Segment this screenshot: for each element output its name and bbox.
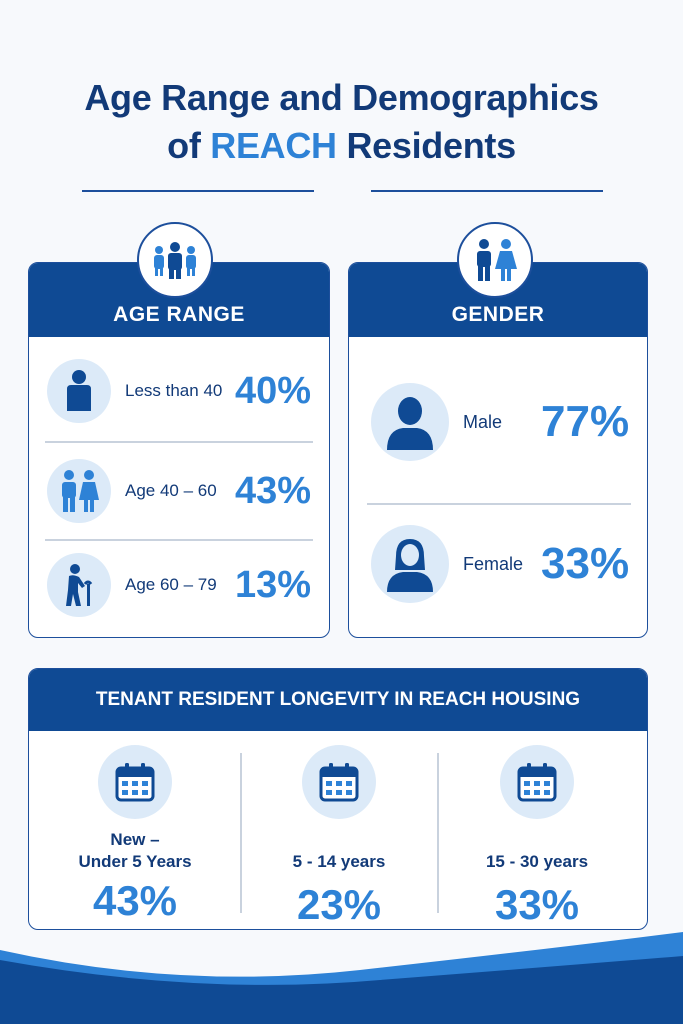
couple-icon (47, 459, 111, 523)
title-divider-right (371, 190, 603, 192)
title-highlight: REACH (210, 125, 337, 166)
longevity-col-15-30: 15 - 30 years 33% (439, 731, 635, 929)
gender-row-female: Female 33% (349, 525, 647, 603)
gender-label: Female (463, 553, 524, 574)
column-divider (240, 753, 242, 913)
longevity-col-5-14: 5 - 14 years 23% (241, 731, 437, 929)
longevity-label-line2: 15 - 30 years (485, 852, 589, 871)
elderly-person-icon (47, 553, 111, 617)
calendar-icon (98, 745, 172, 819)
age-label: Less than 40 (125, 381, 223, 400)
row-divider (45, 539, 313, 541)
age-row-under-40: Less than 40 40% (29, 359, 329, 423)
man-woman-icon (457, 222, 533, 298)
decorative-wave (0, 932, 683, 1024)
gender-label: Male (463, 411, 503, 432)
longevity-label-line2: 5 - 14 years (292, 852, 386, 871)
calendar-icon (302, 745, 376, 819)
longevity-value: 43% (92, 877, 178, 924)
longevity-heading: TENANT RESIDENT LONGEVITY IN REACH HOUSI… (29, 669, 647, 731)
group-icon (137, 222, 213, 298)
longevity-card: TENANT RESIDENT LONGEVITY IN REACH HOUSI… (28, 668, 648, 930)
title-divider-left (82, 190, 314, 192)
age-value: 13% (235, 563, 312, 606)
person-icon (47, 359, 111, 423)
age-label: Age 60 – 79 (125, 575, 217, 594)
longevity-label-line1: New – (110, 830, 160, 849)
age-range-card: AGE RANGE Less than 40 40% Age 40 – 60 4… (28, 262, 330, 638)
female-avatar-icon (371, 525, 449, 603)
gender-value: 77% (541, 397, 630, 446)
title-prefix: of (167, 125, 201, 166)
age-value: 43% (235, 469, 312, 512)
calendar-icon (500, 745, 574, 819)
page-title: Age Range and Demographics of REACH Resi… (0, 74, 683, 170)
age-row-60-79: Age 60 – 79 13% (29, 553, 329, 617)
gender-value: 33% (541, 539, 630, 588)
gender-row-male: Male 77% (349, 383, 647, 461)
longevity-col-new: New – Under 5 Years 43% (37, 731, 233, 929)
column-divider (437, 753, 439, 913)
age-value: 40% (235, 369, 312, 412)
longevity-value: 33% (494, 881, 580, 928)
male-avatar-icon (371, 383, 449, 461)
age-row-40-60: Age 40 – 60 43% (29, 459, 329, 523)
row-divider (367, 503, 631, 505)
longevity-value: 23% (296, 881, 382, 928)
longevity-label-line2: Under 5 Years (78, 852, 192, 871)
title-suffix: Residents (346, 125, 516, 166)
title-line-1: Age Range and Demographics (84, 77, 599, 118)
gender-heading: GENDER (349, 263, 647, 337)
gender-card: GENDER Male 77% Female 33% (348, 262, 648, 638)
row-divider (45, 441, 313, 443)
age-label: Age 40 – 60 (125, 481, 217, 500)
